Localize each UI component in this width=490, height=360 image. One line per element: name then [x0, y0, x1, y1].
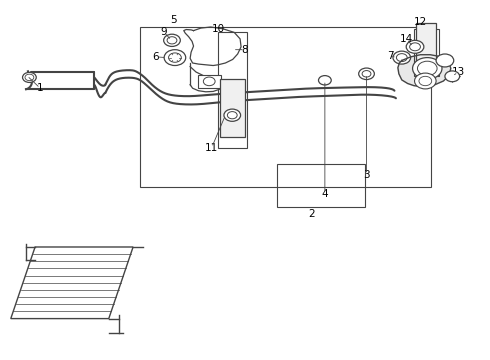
- Polygon shape: [398, 55, 451, 86]
- Circle shape: [393, 51, 411, 64]
- Circle shape: [413, 58, 442, 79]
- Text: 7: 7: [387, 51, 393, 61]
- Text: 13: 13: [451, 67, 465, 77]
- Circle shape: [445, 71, 460, 82]
- Text: 6: 6: [152, 52, 159, 62]
- Circle shape: [318, 76, 331, 85]
- Bar: [220, 79, 245, 137]
- Circle shape: [417, 61, 437, 76]
- Bar: [416, 23, 436, 67]
- Text: 4: 4: [321, 189, 328, 199]
- Bar: [198, 75, 220, 88]
- Circle shape: [203, 77, 215, 86]
- Text: 9: 9: [161, 27, 168, 37]
- Text: 1: 1: [37, 83, 44, 93]
- Bar: [277, 164, 365, 207]
- Circle shape: [415, 73, 436, 89]
- Circle shape: [406, 40, 424, 53]
- Text: 12: 12: [414, 17, 427, 27]
- Text: 2: 2: [308, 209, 315, 219]
- Circle shape: [164, 50, 186, 66]
- Text: 3: 3: [363, 170, 370, 180]
- Text: 14: 14: [400, 34, 414, 44]
- Bar: [414, 29, 439, 76]
- Text: 5: 5: [171, 15, 177, 25]
- Circle shape: [359, 68, 374, 80]
- Circle shape: [362, 71, 371, 77]
- Circle shape: [419, 76, 432, 86]
- Circle shape: [436, 54, 454, 67]
- Text: 10: 10: [212, 24, 224, 34]
- Circle shape: [25, 74, 34, 81]
- Circle shape: [227, 112, 237, 119]
- Circle shape: [224, 109, 241, 121]
- Circle shape: [410, 43, 420, 51]
- Circle shape: [164, 34, 180, 46]
- Bar: [218, 32, 247, 148]
- Circle shape: [167, 37, 177, 44]
- Bar: [140, 27, 431, 187]
- Circle shape: [169, 53, 181, 62]
- Text: 8: 8: [242, 45, 248, 55]
- Circle shape: [23, 72, 36, 82]
- Text: 11: 11: [205, 143, 219, 153]
- Circle shape: [396, 54, 407, 62]
